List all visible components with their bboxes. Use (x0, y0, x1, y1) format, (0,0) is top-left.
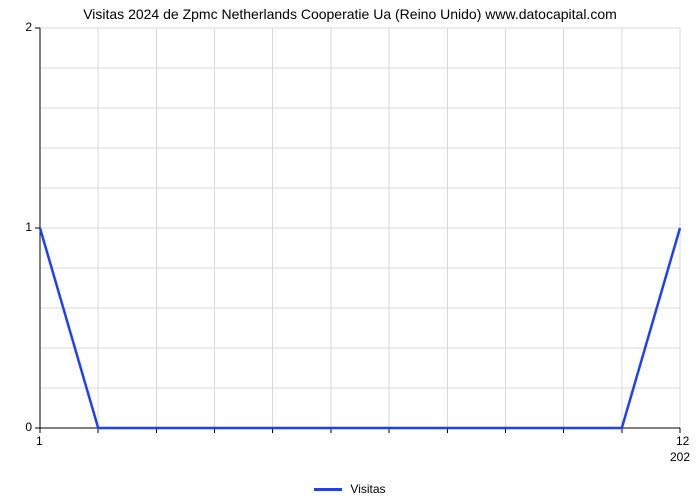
y-tick-label: 2 (25, 20, 32, 34)
chart-container: Visitas 2024 de Zpmc Netherlands Coopera… (0, 0, 700, 500)
y-tick-label: 0 (25, 420, 32, 434)
x-tick-label: 12 (676, 434, 689, 448)
legend-label: Visitas (350, 482, 385, 496)
chart-legend: Visitas (0, 482, 700, 496)
x-axis-sublabel: 202 (670, 450, 690, 464)
chart-plot (0, 0, 700, 500)
x-tick-label: 1 (36, 434, 43, 448)
y-tick-label: 1 (25, 220, 32, 234)
legend-swatch (314, 488, 342, 491)
